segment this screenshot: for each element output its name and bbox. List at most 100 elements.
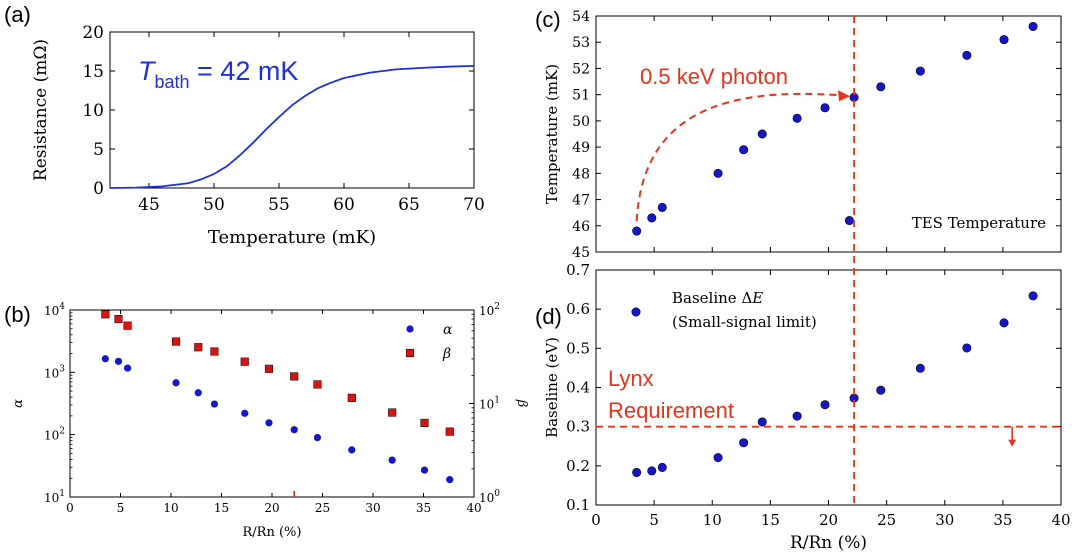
x-tick-label: 65 bbox=[398, 195, 420, 215]
temperature-point bbox=[962, 50, 972, 60]
beta-point bbox=[290, 372, 299, 381]
baseline-point bbox=[1028, 291, 1038, 301]
temperature-point bbox=[647, 213, 657, 223]
beta-point bbox=[445, 427, 454, 436]
y-axis-label: Baseline (eV) bbox=[543, 337, 561, 438]
legend-marker-beta bbox=[405, 348, 415, 358]
y-tick-label: 103 bbox=[44, 364, 65, 380]
alpha-point bbox=[348, 446, 356, 454]
y-tick-label: 54 bbox=[572, 9, 590, 25]
alpha-point bbox=[420, 466, 429, 474]
y-tick-label: 46 bbox=[572, 219, 590, 235]
x-tick-label: 50 bbox=[203, 195, 225, 215]
legend-label: β bbox=[442, 346, 451, 362]
y-tick-label: 5 bbox=[93, 140, 104, 160]
y-tick-label: 0 bbox=[93, 179, 104, 199]
alpha-point bbox=[313, 433, 322, 442]
x-tick-label: 15 bbox=[761, 511, 780, 529]
baseline-point bbox=[820, 400, 830, 410]
baseline-point bbox=[647, 466, 657, 476]
corner-label: TES Temperature bbox=[912, 214, 1046, 232]
legend-marker-alpha bbox=[406, 325, 414, 333]
x-tick-label: 30 bbox=[365, 501, 380, 515]
y-tick-label: 52 bbox=[572, 61, 590, 77]
alpha-point bbox=[172, 379, 180, 387]
temperature-point bbox=[792, 113, 802, 123]
alpha-point bbox=[114, 357, 123, 365]
alpha-point bbox=[446, 476, 454, 484]
y-tick-label: 101 bbox=[44, 489, 65, 505]
requirement-label: Lynx bbox=[608, 366, 654, 391]
alpha-point bbox=[290, 426, 298, 434]
beta-point bbox=[313, 380, 322, 389]
panel-label: (b) bbox=[4, 302, 31, 327]
panel-label: (a) bbox=[4, 2, 31, 27]
beta-point bbox=[114, 315, 123, 324]
temperature-point bbox=[657, 202, 667, 212]
alpha-point bbox=[194, 389, 202, 397]
panel-label: (d) bbox=[535, 304, 562, 329]
y-tick-label: 102 bbox=[44, 427, 65, 443]
alpha-point bbox=[241, 409, 249, 417]
y-tick-label: 47 bbox=[572, 193, 590, 209]
x-tick-label: 20 bbox=[264, 501, 279, 515]
x-tick-label: 0 bbox=[591, 511, 601, 529]
photon-arrowhead bbox=[838, 90, 851, 102]
y-tick-label: 15 bbox=[82, 62, 104, 82]
y-tick-label: 0.2 bbox=[566, 457, 590, 475]
y2-tick-label: 100 bbox=[479, 489, 500, 505]
x-tick-label: 45 bbox=[138, 195, 160, 215]
temperature-point bbox=[713, 168, 723, 178]
panel-b: (b) 0 5 10 15 20 25 30 35 40 101 102 103 104 100 101 102… bbox=[4, 302, 529, 540]
baseline-point bbox=[713, 453, 723, 463]
y-tick-label: 0.7 bbox=[566, 261, 590, 279]
temperature-point bbox=[739, 145, 749, 155]
temperature-point bbox=[876, 82, 886, 92]
legend-marker bbox=[631, 307, 641, 317]
alpha-point bbox=[265, 419, 273, 427]
x-tick-label: 25 bbox=[877, 511, 896, 529]
x-tick-label: 10 bbox=[703, 511, 722, 529]
beta-point bbox=[347, 393, 356, 402]
y2-tick-label: 101 bbox=[479, 396, 500, 412]
x-tick-label: 25 bbox=[315, 501, 330, 515]
temperature-point bbox=[999, 35, 1009, 45]
y-tick-label: 20 bbox=[82, 23, 104, 43]
y2-tick-label: 102 bbox=[479, 302, 500, 318]
temperature-point bbox=[915, 66, 925, 76]
photon-label: 0.5 keV photon bbox=[640, 64, 788, 89]
plot-frame bbox=[69, 309, 475, 498]
y-tick-label: 50 bbox=[572, 114, 590, 130]
y-tick-label: 0.4 bbox=[566, 379, 590, 397]
x-tick-label: 40 bbox=[1051, 511, 1070, 529]
beta-point bbox=[420, 418, 429, 427]
temperature-point bbox=[820, 103, 830, 113]
beta-point bbox=[123, 321, 132, 330]
panel-d: (d) 0 5 10 15 20 25 30 35 40 0.1 0.2 0.3 0.4 0.5 0.6 0.7… bbox=[535, 261, 1071, 553]
x-tick-label: 60 bbox=[333, 195, 355, 215]
y-tick-label: 10 bbox=[82, 101, 104, 121]
x-axis-label: R/Rn (%) bbox=[790, 533, 867, 553]
x-axis-label: Temperature (mK) bbox=[208, 227, 376, 248]
x-tick-label: 55 bbox=[268, 195, 290, 215]
beta-point bbox=[172, 337, 181, 346]
temperature-point bbox=[1028, 21, 1038, 31]
baseline-point bbox=[999, 318, 1009, 328]
x-tick-label: 35 bbox=[993, 511, 1012, 529]
baseline-point bbox=[962, 343, 972, 353]
alpha-point bbox=[123, 364, 132, 372]
x-tick-label: 10 bbox=[163, 501, 178, 515]
requirement-label: Requirement bbox=[608, 398, 734, 423]
y-axis-label: Resistance (mΩ) bbox=[31, 39, 51, 181]
temperature-point bbox=[757, 129, 767, 139]
baseline-point bbox=[657, 462, 667, 472]
y-tick-label: 45 bbox=[572, 245, 590, 261]
beta-point bbox=[194, 343, 203, 352]
beta-point bbox=[101, 310, 110, 319]
alpha-point bbox=[101, 355, 109, 363]
temperature-point bbox=[844, 216, 854, 226]
beta-point bbox=[210, 347, 219, 356]
y2-axis-label: β bbox=[514, 399, 529, 408]
x-axis-label: R/Rn (%) bbox=[243, 525, 302, 540]
y-tick-label: 0.1 bbox=[566, 496, 590, 514]
